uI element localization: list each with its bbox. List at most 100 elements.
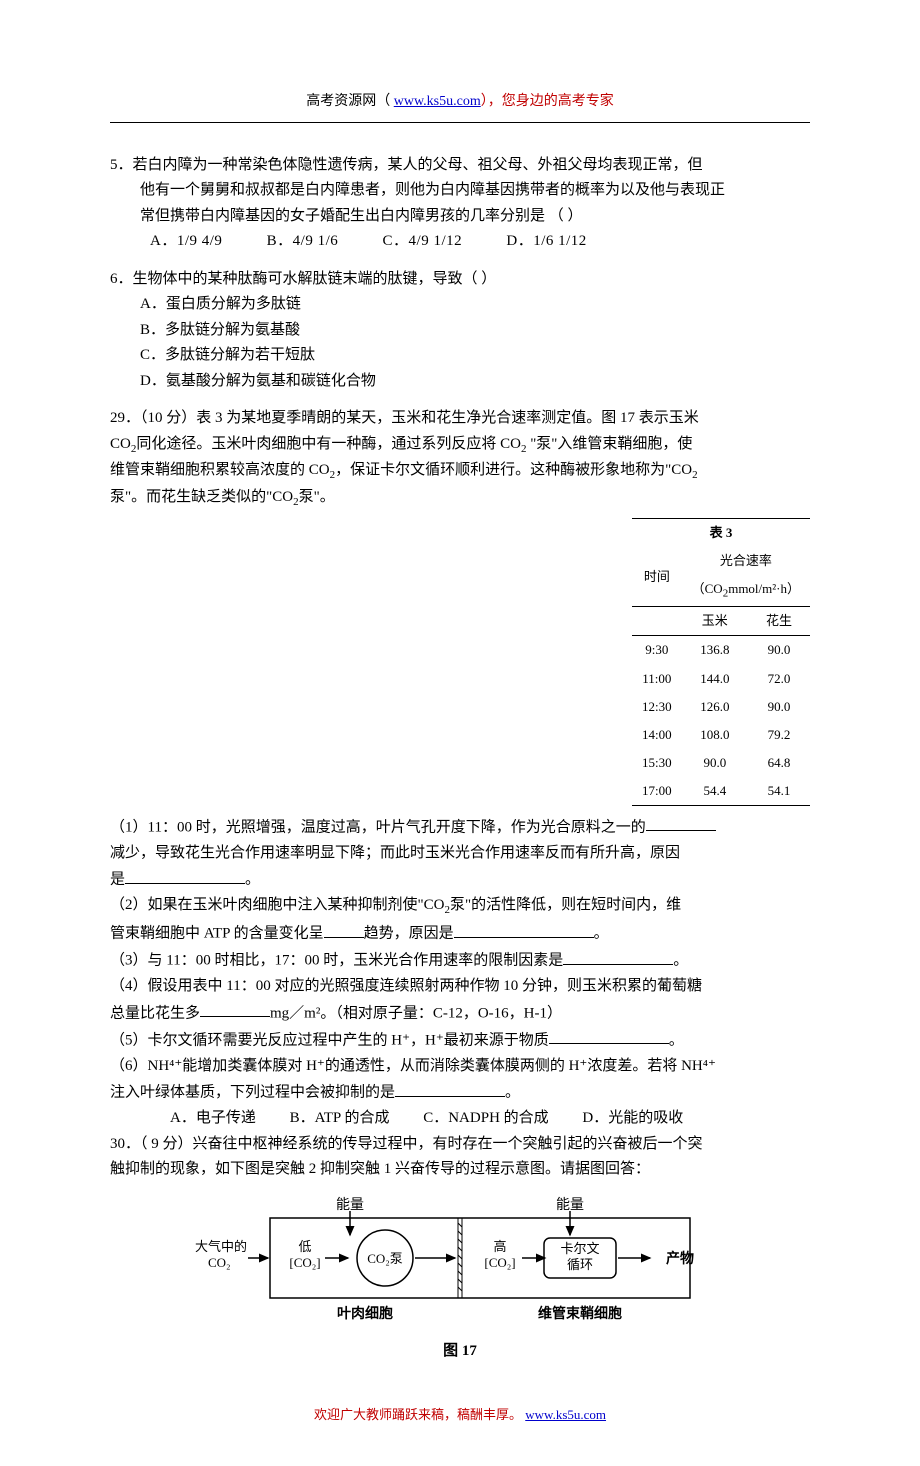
diagram-energy-left: 能量 <box>336 1197 364 1213</box>
q29-sub6-c: 。 <box>505 1085 520 1101</box>
header-rule <box>110 122 810 123</box>
q29-sub2: （2）如果在玉米叶肉细胞中注入某种抑制剂使"CO2泵"的活性降低，则在短时间内，… <box>110 893 810 920</box>
diagram-atmos-l2: CO₂ <box>208 1255 231 1270</box>
q6-stem: 6．生物体中的某种肽酶可水解肽链末端的肽键，导致（ ） <box>110 267 810 293</box>
q6-option-d: D．氨基酸分解为氨基和碳链化合物 <box>110 369 810 395</box>
blank <box>324 920 364 938</box>
blank <box>454 920 594 938</box>
q6-option-a: A．蛋白质分解为多肽链 <box>110 292 810 318</box>
figure-17: 能量 能量 大气中的 CO₂ 低 [CO₂] CO₂泵 高 [CO₂] 卡尔文 … <box>190 1193 730 1333</box>
blank <box>549 1027 669 1045</box>
header-link[interactable]: www.ks5u.com <box>394 94 481 109</box>
q30-p1: 30．（ 9 分）兴奋往中枢神经系统的传导过程中，有时存在一个突触引起的兴奋被后… <box>110 1132 810 1158</box>
table3-rate-header-1: 光合速率 <box>682 547 810 575</box>
figure-17-caption: 图 17 <box>110 1339 810 1365</box>
q29-p3-b: ，保证卡尔文循环顺利进行。这种酶被形象地称为"CO <box>335 462 692 478</box>
q29-sub3-a: （3）与 11：00 时相比，17：00 时，玉米光合作用速率的限制因素是 <box>110 953 563 969</box>
table-row: 17:0054.454.1 <box>632 777 810 806</box>
table-row: 11:00144.072.0 <box>632 665 810 693</box>
diagram-energy-right: 能量 <box>556 1197 584 1213</box>
q29-p1: 29．（10 分）表 3 为某地夏季晴朗的某天，玉米和花生净光合速率测定值。图 … <box>110 406 810 432</box>
q29-p2-b: 同化途径。玉米叶肉细胞中有一种酶，通过系列反应将 CO <box>136 436 521 452</box>
table3-rate-header-2: （CO2mmol/m²·h） <box>682 575 810 607</box>
table-row: 9:30136.890.0 <box>632 636 810 665</box>
footer-link[interactable]: www.ks5u.com <box>525 1407 606 1422</box>
q29-sub1-a: （1）11：00 时，光照增强，温度过高，叶片气孔开度下降，作为光合原料之一的 <box>110 819 646 835</box>
q29-p4-a: 泵"。而花生缺乏类似的"CO <box>110 489 293 505</box>
diagram-bundle: 维管束鞘细胞 <box>538 1305 622 1322</box>
diagram-co2-low: [CO₂] <box>289 1255 320 1270</box>
question-6: 6．生物体中的某种肽酶可水解肽链末端的肽键，导致（ ） A．蛋白质分解为多肽链 … <box>110 267 810 395</box>
q29-sub3: （3）与 11：00 时相比，17：00 时，玉米光合作用速率的限制因素是 。 <box>110 947 810 974</box>
q5-option-a: A．1/9 4/9 <box>150 229 222 255</box>
page-header: 高考资源网（ www.ks5u.com），您身边的高考专家 <box>110 90 810 114</box>
q29-p2: CO2同化途径。玉米叶肉细胞中有一种酶，通过系列反应将 CO2 "泵"入维管束鞘… <box>110 432 810 459</box>
q5-stem-line3: 常但携带白内障基因的女子婚配生出白内障男孩的几率分别是 （ ） <box>110 204 810 230</box>
q29-sub6-l1: （6）NH⁴⁺能增加类囊体膜对 H⁺的通透性，从而消除类囊体膜两侧的 H⁺浓度差… <box>110 1054 810 1080</box>
q29-sub6-opt-b: B．ATP 的合成 <box>290 1106 390 1132</box>
question-5: 5．若白内障为一种常染色体隐性遗传病，某人的父母、祖父母、外祖父母均表现正常，但… <box>110 153 810 255</box>
table-row: 12:30126.090.0 <box>632 693 810 721</box>
q29-sub1-c: 是 <box>110 872 125 888</box>
q29-sub2-c: 管束鞘细胞中 ATP 的含量变化呈 <box>110 926 324 942</box>
table-3: 表 3 时间 光合速率 （CO2mmol/m²·h） 玉米 花生 9:30136… <box>632 518 810 806</box>
q29-p3-a: 维管束鞘细胞积累较高浓度的 CO <box>110 462 330 478</box>
q29-sub2-a: （2）如果在玉米叶肉细胞中注入某种抑制剂使"CO <box>110 897 444 913</box>
table3-col-time: 时间 <box>632 547 682 607</box>
q5-options: A．1/9 4/9 B．4/9 1/6 C．4/9 1/12 D．1/6 1/1… <box>110 229 810 255</box>
diagram-mesophyll: 叶肉细胞 <box>337 1305 393 1322</box>
q29-sub5: （5）卡尔文循环需要光反应过程中产生的 H⁺，H⁺最初来源于物质。 <box>110 1027 810 1054</box>
q29-sub6-opt-d: D．光能的吸收 <box>582 1106 683 1132</box>
q29-sub4-c: mg／m²。（相对原子量：C-12，O-16，H-1） <box>270 1005 562 1021</box>
blank <box>646 814 716 832</box>
table3-col-corn: 玉米 <box>682 607 748 636</box>
table-row: 15:3090.064.8 <box>632 749 810 777</box>
diagram-high: 高 <box>493 1239 506 1254</box>
q29-sub6-opt-c: C．NADPH 的合成 <box>423 1106 548 1132</box>
question-30: 30．（ 9 分）兴奋往中枢神经系统的传导过程中，有时存在一个突触引起的兴奋被后… <box>110 1132 810 1183</box>
q5-option-b: B．4/9 1/6 <box>267 229 339 255</box>
q29-sub6-l2: 注入叶绿体基质，下列过程中会被抑制的是 。 <box>110 1079 810 1106</box>
diagram-product: 产物 <box>666 1250 694 1267</box>
q5-stem-line2: 他有一个舅舅和叔叔都是白内障患者，则他为白内障基因携带者的概率为以及他与表现正 <box>110 178 810 204</box>
q6-option-c: C．多肽链分解为若干短肽 <box>110 343 810 369</box>
q29-sub3-b: 。 <box>673 953 688 969</box>
q29-sub4-b: 总量比花生多 <box>110 1005 200 1021</box>
blank <box>395 1079 505 1097</box>
q29-sub1-l3: 是。 <box>110 866 810 893</box>
header-text-before: 高考资源网（ <box>306 94 394 109</box>
diagram-calvin-l1: 卡尔文 <box>560 1241 599 1256</box>
table3-col-peanut: 花生 <box>748 607 810 636</box>
diagram-pump: CO₂泵 <box>367 1251 403 1266</box>
footer-text: 欢迎广大教师踊跃来稿，稿酬丰厚。 <box>314 1407 525 1422</box>
blank <box>563 947 673 965</box>
q29-sub2-l2: 管束鞘细胞中 ATP 的含量变化呈 趋势，原因是 。 <box>110 920 810 947</box>
q29-p2-a: CO <box>110 436 131 452</box>
q29-sub4-l1: （4）假设用表中 11：00 对应的光照强度连续照射两种作物 10 分钟，则玉米… <box>110 974 810 1000</box>
q29-p4-b: 泵"。 <box>299 489 335 505</box>
blank <box>200 1000 270 1018</box>
diagram-atmos-l1: 大气中的 <box>195 1239 247 1254</box>
q29-sub2-e: 。 <box>594 926 609 942</box>
q5-option-d: D．1/6 1/12 <box>506 229 586 255</box>
q29-sub2-d: 趋势，原因是 <box>364 926 454 942</box>
q29-sub4-l2: 总量比花生多 mg／m²。（相对原子量：C-12，O-16，H-1） <box>110 1000 810 1027</box>
page: 高考资源网（ www.ks5u.com），您身边的高考专家 5．若白内障为一种常… <box>0 0 920 1466</box>
blank <box>125 866 245 884</box>
q29-sub1: （1）11：00 时，光照增强，温度过高，叶片气孔开度下降，作为光合原料之一的 <box>110 814 810 841</box>
q29-p2-c: "泵"入维管束鞘细胞，使 <box>526 436 692 452</box>
q5-option-c: C．4/9 1/12 <box>383 229 463 255</box>
table-row: 14:00108.079.2 <box>632 721 810 749</box>
table3-title: 表 3 <box>632 518 810 547</box>
q30-p2: 触抑制的现象，如下图是突触 2 抑制突触 1 兴奋传导的过程示意图。请据图回答： <box>110 1157 810 1183</box>
page-footer: 欢迎广大教师踊跃来稿，稿酬丰厚。 www.ks5u.com <box>110 1404 810 1426</box>
q29-sub6-b: 注入叶绿体基质，下列过程中会被抑制的是 <box>110 1085 395 1101</box>
q29-sub5-a: （5）卡尔文循环需要光反应过程中产生的 H⁺，H⁺最初来源于物质 <box>110 1032 549 1048</box>
diagram-low: 低 <box>298 1239 311 1254</box>
diagram-calvin-l2: 循环 <box>567 1257 593 1272</box>
diagram-co2-high: [CO₂] <box>484 1255 515 1270</box>
q29-p4: 泵"。而花生缺乏类似的"CO2泵"。 <box>110 485 810 512</box>
q5-stem-line1: 5．若白内障为一种常染色体隐性遗传病，某人的父母、祖父母、外祖父母均表现正常，但 <box>110 153 810 179</box>
q29-p3: 维管束鞘细胞积累较高浓度的 CO2，保证卡尔文循环顺利进行。这种酶被形象地称为"… <box>110 458 810 485</box>
header-text-after: ），您身边的高考专家 <box>481 94 614 109</box>
